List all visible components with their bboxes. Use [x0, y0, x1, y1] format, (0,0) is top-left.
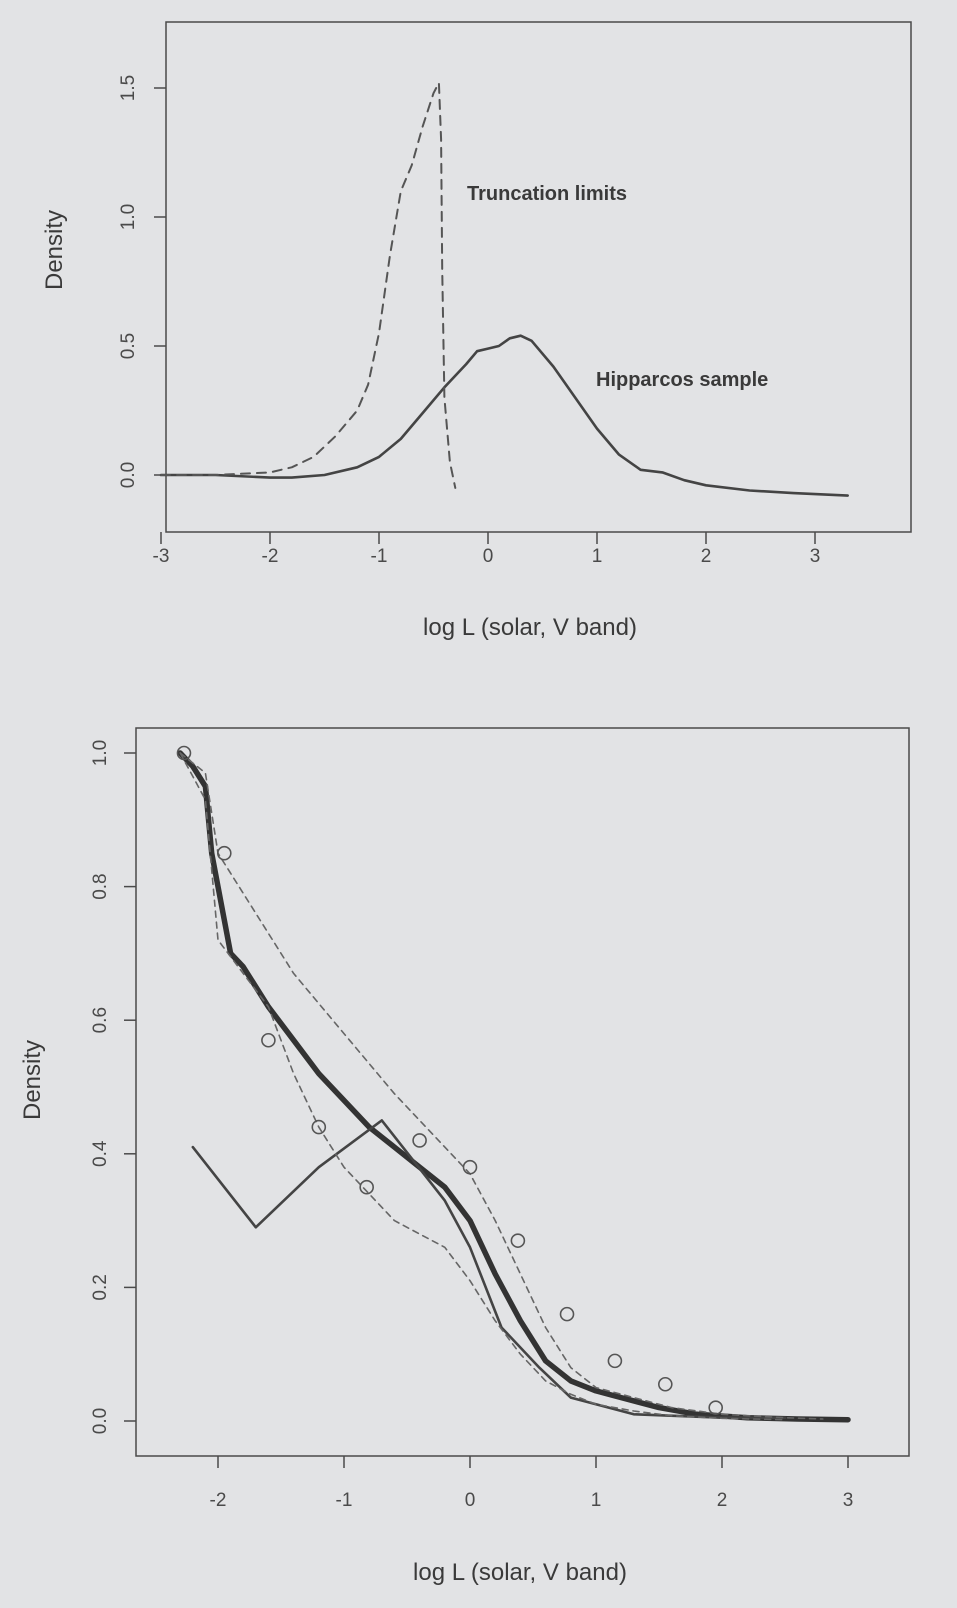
- y-tick-label: 0.4: [90, 1140, 111, 1167]
- y-tick-label: 0.5: [118, 333, 139, 359]
- top-series: [159, 81, 850, 497]
- plot-frame: [165, 21, 912, 533]
- y-tick-label: 0.8: [90, 873, 111, 899]
- x-tick-label: 1: [591, 1490, 602, 1511]
- top-axes: -3 -2 -1 0 1 2 3 0.0 0.5 1.0 1.5: [118, 75, 820, 567]
- annotation-hipparcos-sample: Hipparcos sample: [596, 369, 768, 391]
- x-axis-title: log L (solar, V band): [413, 1559, 627, 1586]
- data-point-circle: [412, 1133, 427, 1148]
- data-point-circle: [217, 845, 232, 861]
- bottom-points: [176, 745, 724, 1415]
- x-tick-label: -3: [153, 546, 170, 567]
- x-tick-label: -2: [262, 546, 279, 567]
- x-tick-label: 0: [465, 1490, 476, 1511]
- y-tick-label: 0.6: [90, 1007, 111, 1033]
- data-point-circle: [311, 1119, 327, 1135]
- x-tick-label: -2: [210, 1490, 227, 1511]
- top-density-panel: -3 -2 -1 0 1 2 3 0.0 0.5 1.0 1.5 Truncation limits…: [41, 21, 912, 641]
- data-point-circle: [708, 1400, 724, 1415]
- annotation-truncation-limits: Truncation limits: [467, 183, 627, 205]
- data-point-circle: [559, 1306, 575, 1322]
- x-tick-label: 1: [592, 546, 603, 567]
- series-line-solid: [191, 1119, 787, 1419]
- series-line-dashed: [160, 81, 457, 489]
- y-tick-label: 1.5: [118, 75, 139, 101]
- x-tick-label: -1: [336, 1490, 353, 1511]
- bottom-axes: -2 -1 0 1 2 3 0.0 0.2 0.4 0.6 0.8 1.0: [90, 740, 853, 1511]
- x-tick-label: 0: [483, 546, 494, 567]
- y-tick-label: 0.0: [90, 1408, 111, 1434]
- series-line-solid: [159, 334, 850, 497]
- x-tick-label: 3: [843, 1490, 854, 1511]
- y-tick-label: 1.0: [118, 204, 139, 230]
- x-axis-title: log L (solar, V band): [423, 614, 637, 641]
- x-tick-label: -1: [371, 546, 388, 567]
- y-tick-label: 1.0: [90, 740, 111, 766]
- series-line-dashed-upper: [179, 752, 824, 1420]
- plot-frame: [135, 727, 910, 1457]
- x-tick-label: 2: [701, 546, 712, 567]
- x-tick-label: 3: [810, 546, 821, 567]
- y-tick-label: 0.2: [90, 1274, 111, 1300]
- data-point-circle: [462, 1159, 478, 1175]
- data-point-circle: [510, 1233, 526, 1248]
- bottom-density-panel: -2 -1 0 1 2 3 0.0 0.2 0.4 0.6 0.8 1.0 log L (solar,…: [19, 727, 910, 1586]
- data-point-circle: [657, 1376, 673, 1392]
- data-point-circle: [607, 1353, 623, 1369]
- y-axis-title: Density: [41, 210, 68, 290]
- y-axis-title: Density: [19, 1040, 46, 1120]
- series-line-dashed-lower: [179, 752, 786, 1421]
- data-point-circle: [359, 1179, 374, 1195]
- data-point-circle: [176, 745, 192, 761]
- series-line-thick: [177, 750, 851, 1423]
- y-tick-label: 0.0: [118, 462, 139, 488]
- x-tick-label: 2: [717, 1490, 728, 1511]
- data-point-circle: [261, 1032, 276, 1048]
- bottom-series: [177, 750, 851, 1423]
